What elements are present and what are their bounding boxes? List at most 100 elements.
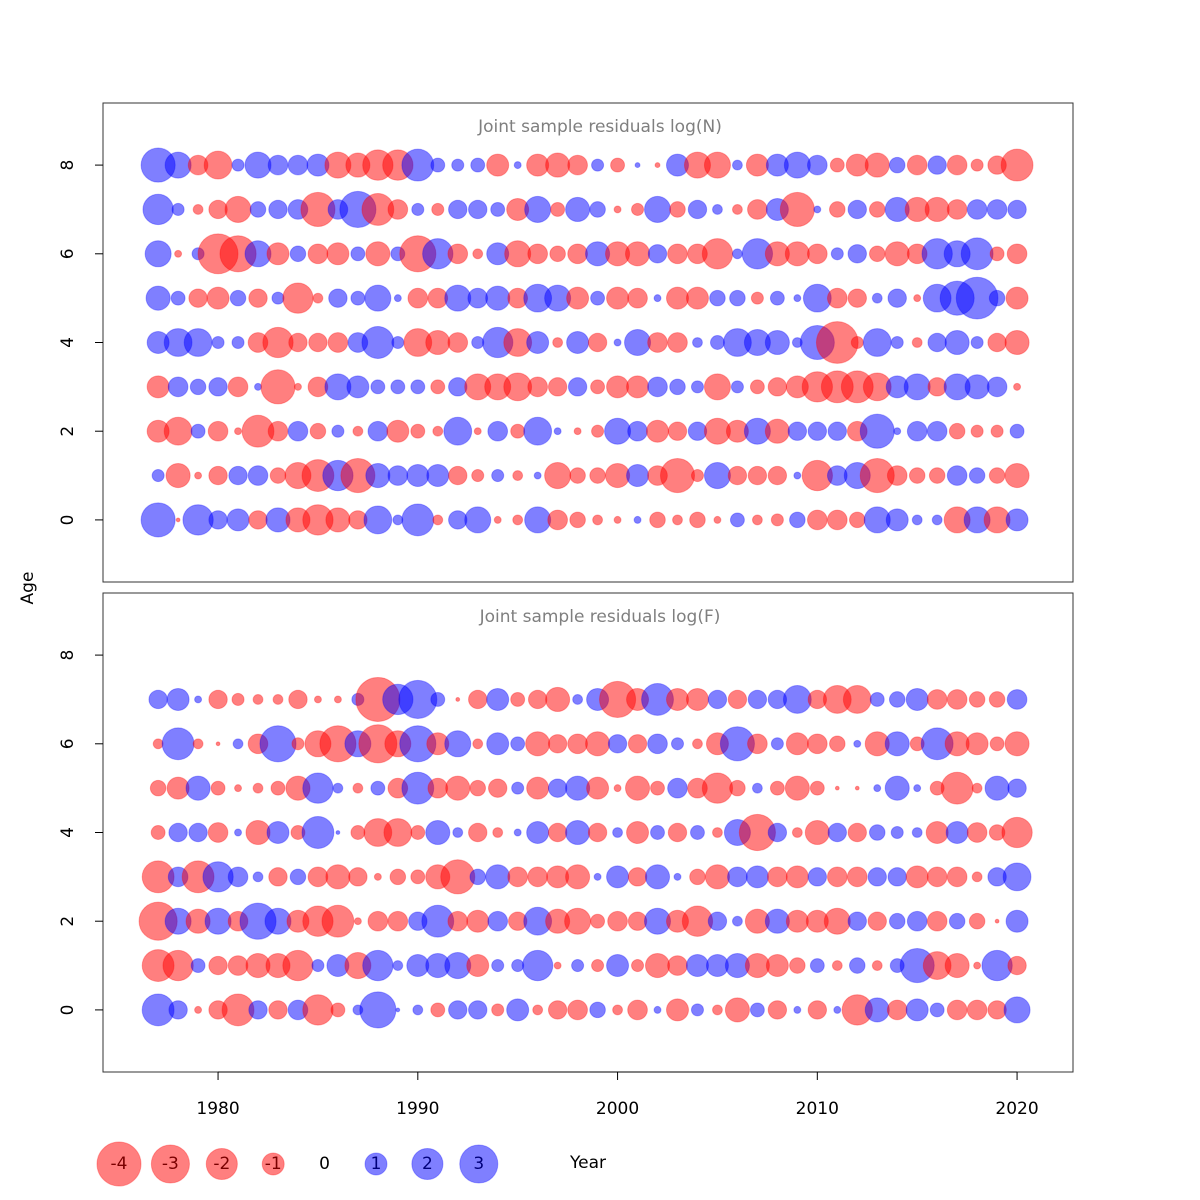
residual-bubble	[491, 469, 505, 483]
residual-bubble	[448, 199, 468, 220]
residual-bubble	[469, 868, 487, 886]
residual-bubble	[965, 732, 989, 756]
residual-bubble	[890, 825, 904, 840]
residual-bubble	[673, 872, 682, 881]
residual-bubble	[367, 910, 389, 932]
residual-bubble	[467, 287, 489, 309]
residual-bubble	[665, 687, 689, 711]
residual-bubble	[946, 199, 968, 220]
panel-title: Joint sample residuals log(F)	[479, 607, 721, 627]
residual-bubble	[527, 689, 548, 710]
residual-bubble	[626, 821, 650, 844]
residual-bubble	[1007, 955, 1027, 976]
residual-bubble	[282, 949, 314, 982]
residual-bubble	[192, 738, 204, 750]
residual-bubble	[750, 291, 764, 305]
residual-bubble	[1009, 423, 1025, 439]
residual-bubble	[626, 464, 650, 488]
residual-bubble	[327, 332, 349, 353]
residual-bubble	[565, 775, 591, 801]
residual-bubble	[165, 463, 191, 489]
residual-bubble	[669, 201, 686, 218]
residual-bubble	[667, 332, 688, 353]
residual-bubble	[162, 949, 194, 982]
residual-bubble	[410, 869, 426, 885]
residual-bubble	[247, 465, 269, 486]
residual-bubble	[627, 734, 648, 754]
residual-bubble	[444, 730, 472, 758]
residual-bubble	[789, 957, 806, 974]
residual-bubble	[364, 284, 392, 312]
residual-bubble	[767, 866, 788, 888]
residual-bubble	[472, 738, 484, 750]
residual-bubble	[731, 248, 743, 260]
residual-bubble	[712, 827, 723, 838]
residual-bubble	[269, 467, 287, 484]
y-tick-label: 8	[58, 650, 78, 661]
residual-bubble	[647, 376, 668, 398]
residual-bubble	[359, 991, 397, 1029]
residual-bubble	[911, 337, 923, 348]
residual-bubble	[647, 244, 668, 264]
residual-bubble	[884, 775, 910, 801]
residual-bubble	[926, 910, 948, 932]
residual-bubble	[194, 471, 203, 480]
residual-bubble	[785, 865, 809, 889]
residual-bubble	[627, 911, 648, 931]
residual-bubble	[547, 734, 568, 754]
residual-bubble	[410, 423, 426, 439]
residual-bubble	[807, 867, 828, 887]
residual-bubble	[989, 246, 1005, 262]
residual-bubble	[331, 424, 345, 438]
residual-bubble	[847, 911, 867, 931]
residual-bubble	[567, 733, 588, 755]
residual-bubble	[690, 825, 705, 840]
residual-bubble	[867, 911, 887, 931]
residual-bubble	[448, 1000, 468, 1020]
legend-bubble	[364, 1152, 388, 1176]
residual-bubble	[150, 825, 166, 840]
residual-bubble	[227, 866, 249, 888]
residual-bubble	[332, 782, 344, 794]
residual-bubble	[362, 949, 394, 982]
residual-bubble	[731, 915, 743, 927]
residual-bubble	[606, 865, 630, 889]
residual-bubble	[267, 154, 289, 176]
residual-bubble	[288, 689, 308, 710]
residual-bubble	[431, 202, 445, 216]
residual-bubble	[847, 244, 867, 264]
residual-bubble	[309, 422, 327, 440]
residual-bubble	[826, 509, 848, 531]
residual-bubble	[687, 421, 708, 441]
residual-bubble	[565, 196, 591, 222]
residual-bubble	[745, 865, 769, 889]
residual-bubble	[426, 464, 450, 488]
residual-bubble	[787, 421, 808, 441]
residual-bubble	[148, 689, 168, 710]
residual-bubble	[564, 907, 592, 935]
residual-bubble	[486, 153, 510, 177]
residual-bubble	[690, 380, 704, 394]
residual-bubble	[348, 867, 368, 887]
residual-bubble	[913, 294, 922, 303]
residual-bubble	[665, 286, 689, 310]
residual-bubble	[432, 514, 444, 526]
residual-bubble	[807, 1000, 828, 1020]
residual-bubble	[667, 243, 688, 265]
residual-bubble	[829, 157, 845, 173]
residual-bubble	[365, 241, 391, 267]
residual-bubble	[813, 205, 822, 214]
legend-bubble	[150, 1144, 190, 1184]
residual-bubble	[352, 782, 364, 794]
residual-bubble	[466, 954, 490, 978]
residual-bubble	[432, 425, 444, 437]
residual-bubble	[208, 689, 228, 710]
residual-bubble	[161, 727, 195, 761]
residual-bubble	[350, 825, 366, 840]
residual-bubble	[493, 515, 502, 524]
residual-bubble	[591, 424, 605, 438]
residual-bubble	[507, 866, 529, 888]
residual-bubble	[387, 910, 409, 932]
residual-bubble	[946, 689, 968, 710]
residual-bubble	[565, 819, 591, 846]
